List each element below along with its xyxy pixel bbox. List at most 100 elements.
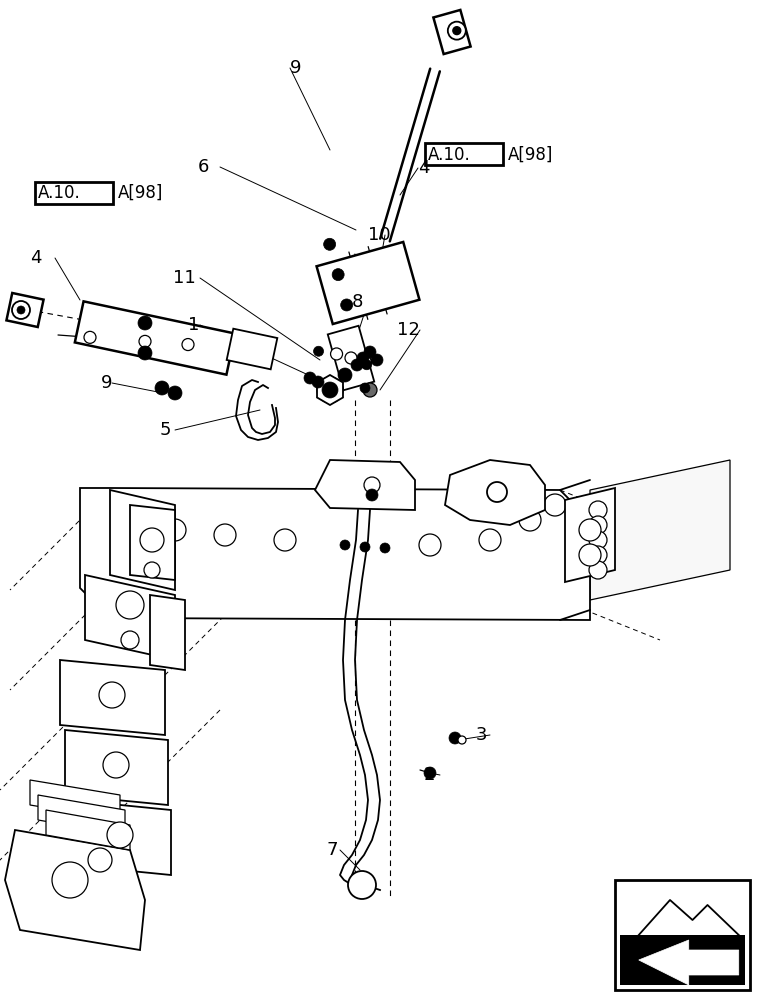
Text: 2: 2 [424, 766, 435, 784]
Circle shape [589, 501, 607, 519]
Text: A.10.: A.10. [428, 146, 471, 164]
Bar [425, 143, 503, 165]
Polygon shape [85, 575, 175, 660]
Polygon shape [110, 490, 175, 590]
Circle shape [453, 27, 461, 35]
Circle shape [363, 383, 377, 397]
Circle shape [579, 519, 601, 541]
Circle shape [317, 377, 343, 403]
Polygon shape [317, 375, 343, 405]
Circle shape [424, 767, 436, 779]
Polygon shape [130, 505, 175, 580]
Circle shape [103, 752, 129, 778]
Text: 9: 9 [101, 374, 112, 392]
Text: 4: 4 [418, 159, 429, 177]
Bar [620, 935, 745, 985]
Circle shape [364, 346, 376, 358]
Circle shape [304, 372, 316, 384]
Bar [227, 329, 277, 369]
Circle shape [84, 331, 96, 343]
Text: A[98]: A[98] [118, 184, 163, 202]
Circle shape [360, 383, 370, 393]
Circle shape [479, 529, 501, 551]
Text: 10: 10 [368, 226, 390, 244]
Circle shape [366, 489, 378, 501]
Circle shape [351, 359, 363, 371]
Text: 12: 12 [397, 321, 420, 339]
Text: 8: 8 [352, 293, 364, 311]
Circle shape [99, 682, 125, 708]
Polygon shape [590, 460, 730, 600]
Bar [75, 301, 235, 375]
Text: 4: 4 [30, 249, 41, 267]
Circle shape [313, 346, 323, 356]
Circle shape [331, 348, 342, 360]
Circle shape [361, 360, 372, 370]
Circle shape [116, 591, 144, 619]
Circle shape [214, 524, 236, 546]
Polygon shape [565, 488, 615, 582]
Circle shape [52, 862, 88, 898]
Circle shape [312, 376, 324, 388]
Polygon shape [30, 780, 120, 820]
Circle shape [448, 22, 466, 40]
Circle shape [107, 822, 133, 848]
Circle shape [544, 494, 566, 516]
Circle shape [164, 519, 186, 541]
Text: 11: 11 [173, 269, 196, 287]
Circle shape [322, 382, 338, 398]
Polygon shape [639, 940, 739, 985]
Text: 7: 7 [326, 841, 338, 859]
Circle shape [364, 477, 380, 493]
Circle shape [359, 356, 371, 368]
Text: 5: 5 [160, 421, 171, 439]
Circle shape [168, 386, 182, 400]
Circle shape [139, 335, 151, 347]
Text: 6: 6 [198, 158, 209, 176]
Bar [316, 242, 419, 324]
Polygon shape [150, 595, 185, 670]
Circle shape [341, 299, 353, 311]
Text: 1: 1 [188, 316, 199, 334]
Circle shape [519, 509, 541, 531]
Circle shape [155, 381, 169, 395]
Polygon shape [315, 460, 415, 510]
Circle shape [345, 352, 357, 364]
Circle shape [449, 732, 461, 744]
Circle shape [579, 544, 601, 566]
Text: A[98]: A[98] [508, 146, 553, 164]
Bar [615, 880, 750, 990]
Bar [6, 293, 44, 327]
Polygon shape [80, 488, 590, 620]
Circle shape [340, 540, 350, 550]
Circle shape [589, 516, 607, 534]
Text: A.10.: A.10. [38, 184, 81, 202]
Text: 3: 3 [476, 726, 487, 744]
Circle shape [371, 354, 383, 366]
Circle shape [88, 848, 112, 872]
Bar [433, 10, 471, 54]
Polygon shape [65, 730, 168, 805]
Bar [328, 326, 374, 390]
Circle shape [487, 482, 507, 502]
Circle shape [182, 339, 194, 351]
Polygon shape [5, 830, 145, 950]
Circle shape [357, 352, 369, 364]
Circle shape [121, 631, 139, 649]
Circle shape [140, 528, 164, 552]
Circle shape [419, 534, 441, 556]
Polygon shape [38, 795, 125, 835]
Circle shape [348, 871, 376, 899]
Circle shape [144, 562, 160, 578]
Polygon shape [445, 460, 545, 525]
Circle shape [589, 531, 607, 549]
Circle shape [12, 301, 30, 319]
Circle shape [332, 269, 344, 281]
Bar [35, 182, 113, 204]
Circle shape [458, 736, 466, 744]
Circle shape [17, 306, 25, 314]
Circle shape [360, 542, 370, 552]
Text: 9: 9 [290, 59, 302, 77]
Circle shape [589, 561, 607, 579]
Circle shape [338, 368, 352, 382]
